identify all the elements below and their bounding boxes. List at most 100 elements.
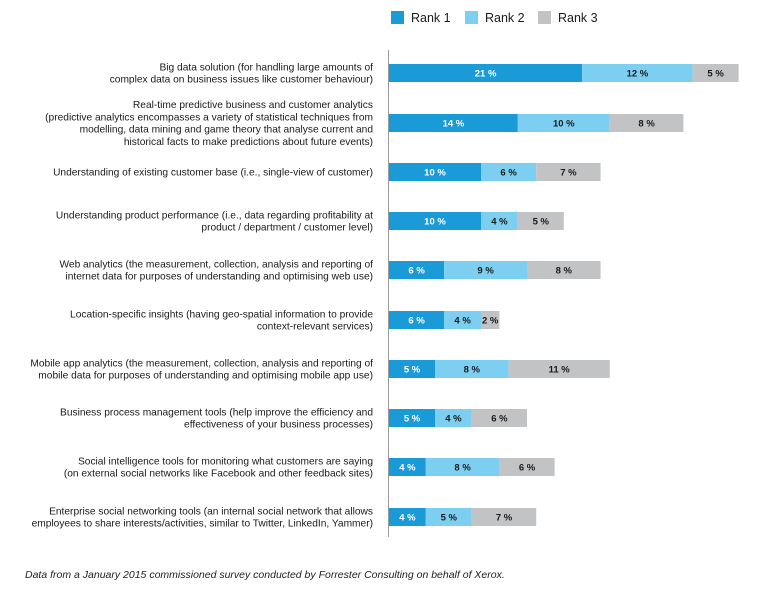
data-label: 10 %: [553, 119, 575, 130]
category-label: Understanding product performance (i.e.,…: [56, 210, 373, 221]
bar-segment: [389, 261, 445, 279]
data-label: 5 %: [404, 414, 421, 425]
legend-swatch: [391, 11, 404, 24]
data-label: 6 %: [491, 414, 508, 425]
data-label: 7 %: [496, 513, 513, 524]
bar-segment: [481, 163, 537, 181]
footnote: Data from a January 2015 commissioned su…: [25, 569, 505, 581]
data-label: 6 %: [519, 463, 536, 474]
data-label: 5 %: [441, 513, 458, 524]
category-label: product / department / customer level): [201, 223, 373, 234]
chart-row: Mobile app analytics (the measurement, c…: [30, 358, 610, 382]
chart-row: Understanding of existing customer base …: [53, 163, 601, 181]
data-label: 4 %: [399, 513, 416, 524]
bar-segment: [389, 360, 435, 378]
data-label: 21 %: [475, 69, 497, 80]
legend-label: Rank 1: [411, 11, 451, 25]
chart-row: Web analytics (the measurement, collecti…: [59, 259, 601, 283]
bar-segment: [481, 212, 518, 230]
legend: Rank 1 Rank 2 Rank 3: [391, 11, 598, 25]
category-label: modelling, data mining and game theory t…: [80, 125, 374, 136]
bar-segment: [435, 409, 472, 427]
data-label: 5 %: [707, 69, 724, 80]
bar-segment: [527, 261, 601, 279]
data-label: 12 %: [627, 69, 649, 80]
data-label: 14 %: [443, 119, 465, 130]
data-label: 5 %: [404, 365, 421, 376]
category-label: historical facts to make predictions abo…: [124, 137, 373, 148]
data-label: 4 %: [399, 463, 416, 474]
bar-segment: [499, 458, 555, 476]
chart-row: Business process management tools (help …: [60, 407, 527, 431]
data-label: 2 %: [482, 316, 499, 327]
chart-row: Enterprise social networking tools (an i…: [32, 506, 537, 530]
bar-segment: [425, 458, 500, 476]
data-label: 6 %: [500, 168, 517, 179]
legend-swatch: [465, 11, 478, 24]
chart-row: Big data solution (for handling large am…: [110, 62, 739, 86]
bar-segment: [389, 212, 481, 230]
data-label: 10 %: [424, 168, 446, 179]
category-label: Real-time predictive business and custom…: [133, 100, 373, 111]
legend-label: Rank 2: [485, 11, 525, 25]
category-label: Location-specific insights (having geo-s…: [70, 309, 373, 320]
bar-segment: [435, 360, 509, 378]
bar-segment: [389, 508, 426, 526]
category-label: (on external social networks like Facebo…: [64, 469, 373, 480]
chart-rows: Big data solution (for handling large am…: [30, 62, 739, 530]
bar-segment: [444, 311, 481, 329]
category-label: mobile data for purposes of understandin…: [38, 371, 373, 382]
bar-segment: [389, 163, 481, 181]
category-label: Web analytics (the measurement, collecti…: [59, 259, 373, 270]
bar-segment: [425, 508, 472, 526]
data-label: 10 %: [424, 217, 446, 228]
data-label: 8 %: [556, 266, 573, 277]
bar-segment: [389, 409, 435, 427]
chart-row: Location-specific insights (having geo-s…: [70, 309, 500, 333]
legend-swatch: [538, 11, 551, 24]
chart-row: Understanding product performance (i.e.,…: [56, 210, 564, 234]
category-label: (predictive analytics encompasses a vari…: [45, 112, 373, 123]
data-label: 5 %: [533, 217, 550, 228]
category-label: Mobile app analytics (the measurement, c…: [30, 358, 373, 369]
bar-segment: [389, 458, 426, 476]
bar-segment: [536, 163, 601, 181]
data-label: 7 %: [560, 168, 577, 179]
data-label: 8 %: [638, 119, 655, 130]
bar-segment: [582, 64, 693, 82]
legend-label: Rank 3: [558, 11, 598, 25]
bar-segment: [609, 114, 684, 132]
data-label: 6 %: [408, 266, 425, 277]
data-label: 11 %: [549, 365, 571, 376]
chart-row: Real-time predictive business and custom…: [45, 100, 684, 148]
data-label: 8 %: [464, 365, 481, 376]
bar-segment: [481, 311, 500, 329]
data-label: 4 %: [491, 217, 508, 228]
bar-segment: [444, 261, 527, 279]
category-label: context-relevant services): [257, 322, 373, 333]
data-label: 4 %: [445, 414, 462, 425]
bar-segment: [389, 311, 445, 329]
bar-segment: [508, 360, 610, 378]
category-label: Big data solution (for handling large am…: [159, 62, 373, 73]
data-label: 6 %: [408, 316, 425, 327]
bar-segment: [692, 64, 739, 82]
bar-segment: [471, 409, 527, 427]
bar-segment: [471, 508, 537, 526]
chart-row: Social intelligence tools for monitoring…: [64, 456, 555, 480]
bar-segment: [389, 114, 518, 132]
category-label: Enterprise social networking tools (an i…: [49, 506, 373, 517]
data-label: 8 %: [454, 463, 471, 474]
category-label: internet data for purposes of understand…: [65, 272, 373, 283]
bar-segment: [389, 64, 583, 82]
category-label: Understanding of existing customer base …: [53, 168, 373, 179]
data-label: 4 %: [454, 316, 471, 327]
category-label: Social intelligence tools for monitoring…: [78, 456, 373, 467]
bar-segment: [517, 212, 564, 230]
category-label: complex data on business issues like cus…: [110, 75, 373, 86]
category-label: effectiveness of your business processes…: [184, 420, 373, 431]
category-label: Business process management tools (help …: [60, 407, 373, 418]
bar-segment: [517, 114, 610, 132]
data-label: 9 %: [477, 266, 494, 277]
